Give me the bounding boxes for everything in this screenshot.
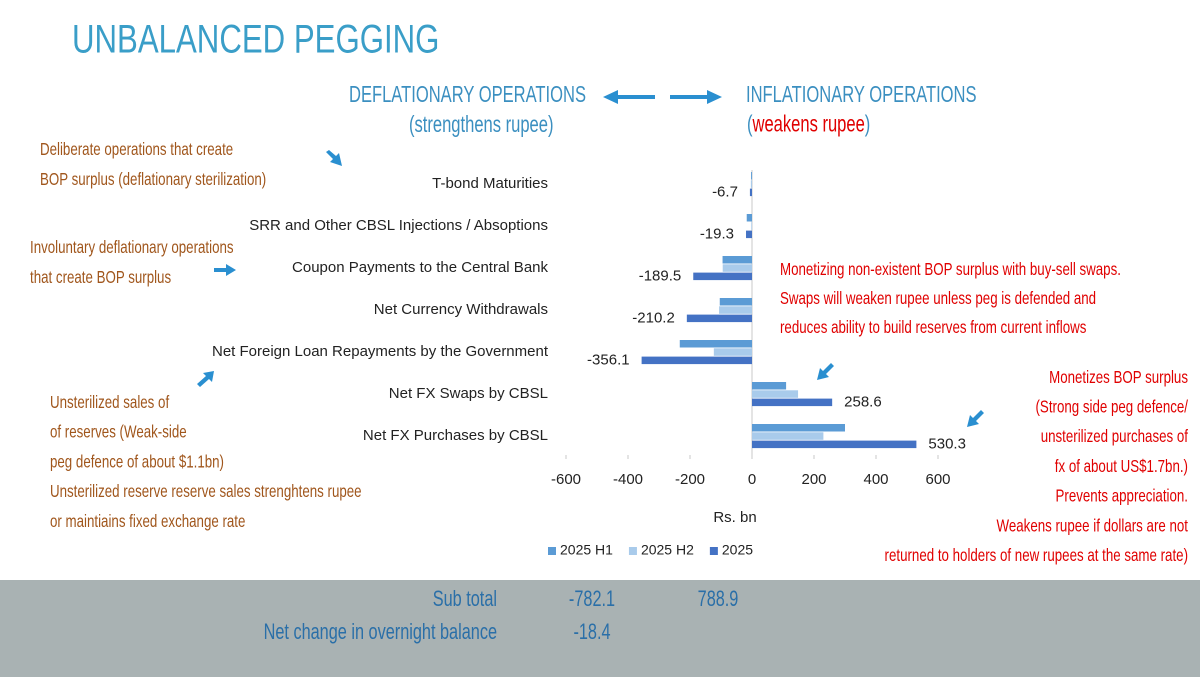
- x-tick-label: 600: [925, 471, 950, 488]
- header-right-note-part: weakens rupee: [752, 113, 865, 138]
- data-label: -356.1: [587, 352, 630, 369]
- x-tick-label: 200: [801, 471, 826, 488]
- data-label: 258.6: [844, 394, 882, 411]
- bar: [686, 314, 752, 323]
- x-tick-label: -200: [675, 471, 705, 488]
- summary-label: Net change in overnight balance: [264, 619, 497, 644]
- annotation: Deliberate operations that create: [40, 140, 233, 159]
- annotation: Unsterilized sales of: [50, 393, 170, 412]
- header-right-note-part: (: [747, 113, 753, 138]
- bar: [752, 424, 845, 432]
- category-label: Net Currency Withdrawals: [374, 301, 548, 318]
- bar: [746, 214, 752, 222]
- bar: [693, 272, 752, 281]
- summary-value: -18.4: [573, 619, 610, 644]
- category-label: SRR and Other CBSL Injections / Absoptio…: [249, 217, 548, 234]
- arrow-right: [670, 90, 722, 104]
- bar: [641, 356, 752, 365]
- x-tick-label: -600: [551, 471, 581, 488]
- summary-value: 788.9: [698, 586, 739, 611]
- data-label: -210.2: [632, 310, 675, 327]
- data-label: -189.5: [639, 268, 682, 285]
- annotation: returned to holders of new rupees at the…: [885, 546, 1188, 565]
- annotation: Involuntary deflationary operations: [30, 238, 234, 257]
- annotation: Unsterilized reserve reserve sales stren…: [50, 482, 362, 501]
- annotation: that create BOP surplus: [30, 268, 171, 287]
- summary-band: [0, 580, 1200, 677]
- title: UNBALANCED PEGGING: [72, 17, 439, 62]
- header-left-note: (strengthens rupee): [409, 113, 553, 138]
- legend-label: 2025: [722, 542, 753, 558]
- annotation: fx of about US$1.7bn.): [1055, 457, 1188, 476]
- bar: [752, 440, 917, 449]
- bar: [752, 382, 787, 390]
- bar: [719, 306, 752, 314]
- category-label: T-bond Maturities: [432, 175, 548, 192]
- bar: [751, 172, 752, 180]
- annotation: Monetizes BOP surplus: [1049, 368, 1188, 387]
- bar: [752, 432, 824, 440]
- annotation: peg defence of about $1.1bn): [50, 453, 224, 472]
- category-label: Net FX Swaps by CBSL: [389, 385, 548, 402]
- arrow: [326, 150, 342, 166]
- bar: [679, 340, 752, 348]
- arrow: [817, 363, 834, 380]
- x-tick-label: -400: [613, 471, 643, 488]
- legend-swatch: [548, 547, 556, 555]
- summary-value: -782.1: [569, 586, 615, 611]
- x-tick-label: 0: [748, 471, 756, 488]
- header-right-note-part: ): [865, 113, 871, 138]
- arrows: [197, 90, 984, 427]
- data-label: -19.3: [700, 226, 734, 243]
- bar: [752, 390, 799, 398]
- legend-label: 2025 H2: [641, 542, 694, 558]
- data-label: 530.3: [928, 436, 966, 453]
- annotation: reduces ability to build reserves from c…: [780, 318, 1086, 337]
- legend-swatch: [709, 547, 718, 555]
- annotation: Monetizing non-existent BOP surplus with…: [780, 260, 1121, 279]
- category-label: Net Foreign Loan Repayments by the Gover…: [212, 343, 549, 360]
- annotation: or maintiains fixed exchange rate: [50, 512, 246, 531]
- summary-label: Sub total: [433, 586, 497, 611]
- arrow: [214, 264, 236, 276]
- annotation: of reserves (Weak-side: [50, 423, 187, 442]
- annotation: unsterilized purchases of: [1041, 427, 1189, 446]
- x-axis-title: Rs. bn: [713, 509, 756, 526]
- header-right-note: (weakens rupee): [747, 113, 870, 138]
- header-right: INFLATIONARY OPERATIONS: [746, 83, 977, 108]
- arrow: [197, 371, 214, 387]
- data-label: -6.7: [712, 184, 738, 201]
- legend-swatch: [628, 547, 637, 555]
- bar: [722, 256, 752, 264]
- bar: [749, 188, 752, 197]
- annotation: BOP surplus (deflationary sterilization): [40, 170, 266, 189]
- header-left: DEFLATIONARY OPERATIONS: [349, 83, 586, 108]
- bar: [722, 264, 752, 272]
- annotation: (Strong side peg defence/: [1035, 398, 1188, 417]
- bar: [713, 348, 752, 356]
- annotation: Prevents appreciation.: [1056, 487, 1188, 506]
- bar: [751, 222, 752, 230]
- bar: [719, 298, 752, 306]
- annotation: Swaps will weaken rupee unless peg is de…: [780, 289, 1096, 308]
- bar: [746, 230, 752, 239]
- arrow: [967, 410, 984, 427]
- legend-label: 2025 H1: [560, 542, 613, 558]
- category-label: Net FX Purchases by CBSL: [363, 427, 548, 444]
- arrow-left: [603, 90, 655, 104]
- category-label: Coupon Payments to the Central Bank: [292, 259, 548, 276]
- bar: [750, 180, 752, 188]
- annotation: Weakens rupee if dollars are not: [997, 516, 1189, 535]
- bar: [752, 398, 833, 407]
- x-tick-label: 400: [863, 471, 888, 488]
